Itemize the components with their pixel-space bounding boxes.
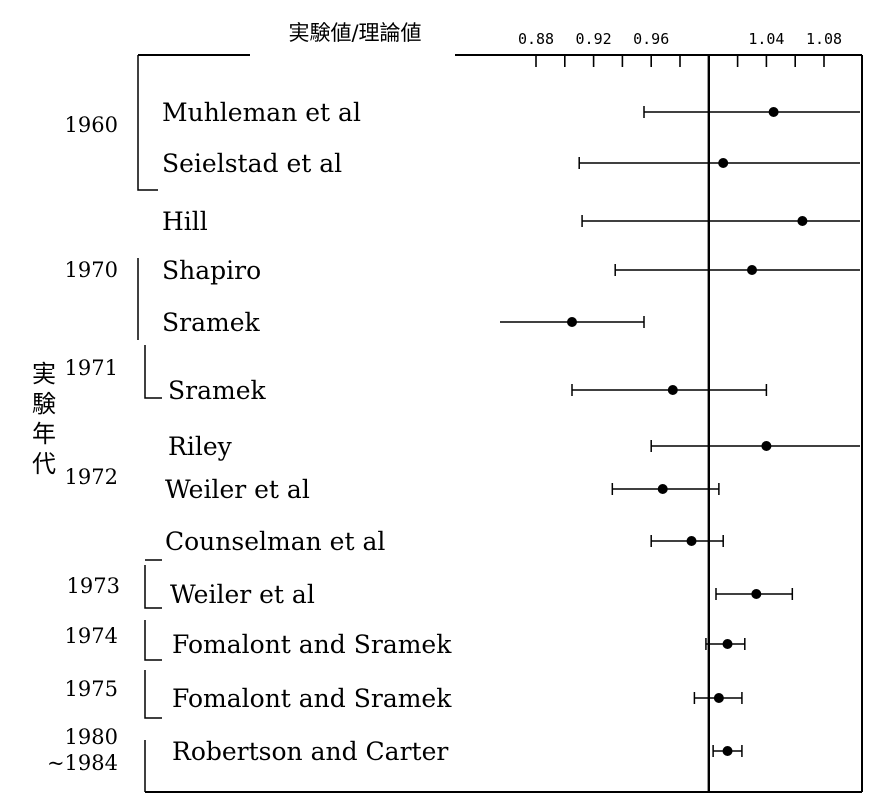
measurement-label: Riley [168, 432, 233, 461]
measurement-row: Weiler et al [170, 580, 794, 609]
measurement-row: Robertson and Carter [172, 737, 743, 766]
year-label: 1960 [65, 113, 118, 137]
year-bracket [137, 55, 158, 191]
measurement-row: Fomalont and Sramek [172, 630, 746, 659]
measurement-label: Seielstad et al [162, 149, 342, 178]
year-label: ~1984 [47, 751, 118, 775]
y-axis-label-char: 年 [32, 420, 56, 448]
x-axis: 0.88 0.92 0.96 1.04 1.08 [518, 30, 842, 67]
measurement-row: Sramek [168, 376, 768, 405]
measurement-row: Hill [162, 207, 860, 236]
year-label: 1974 [65, 624, 118, 648]
year-bracket [144, 670, 162, 719]
year-axis: 1960 1970 1971 1972 1973 1974 1975 1980~1984 [47, 55, 162, 792]
data-point [657, 484, 668, 494]
measurement-label: Weiler et al [170, 580, 315, 609]
measurement-label: Shapiro [162, 256, 261, 285]
measurement-row: Fomalont and Sramek [172, 684, 743, 713]
measurement-row: Muhleman et al [162, 98, 860, 127]
data-point [713, 693, 724, 703]
data-point [797, 216, 808, 226]
data-point [761, 441, 772, 451]
x-tick-label: 0.96 [633, 30, 669, 48]
measurement-rows: Muhleman et al Seielstad et al Hill Shapiro… [162, 98, 860, 766]
data-point [567, 317, 577, 327]
data-point [722, 746, 733, 756]
measurement-label: Robertson and Carter [172, 737, 448, 766]
chart-title: 実験値/理論値 [288, 21, 421, 45]
measurement-label: Fomalont and Sramek [172, 630, 452, 659]
measurement-label: Sramek [162, 308, 260, 337]
data-point [751, 589, 762, 599]
y-axis-label-char: 代 [32, 450, 56, 478]
year-label: 1975 [65, 677, 118, 701]
year-label: 1971 [65, 356, 118, 380]
data-point [718, 158, 729, 168]
year-bracket [144, 345, 162, 399]
x-tick-label: 1.04 [748, 30, 784, 48]
data-point [667, 385, 678, 395]
measurement-label: Fomalont and Sramek [172, 684, 452, 713]
measurement-row: Sramek [162, 308, 645, 337]
measurement-label: Weiler et al [165, 475, 310, 504]
data-point [768, 107, 779, 117]
chart-frame [138, 54, 863, 793]
x-tick-label: 1.08 [806, 30, 842, 48]
measurement-row: Seielstad et al [162, 149, 860, 178]
x-tick-label: 0.88 [518, 30, 554, 48]
y-axis-label-char: 実 [32, 360, 56, 388]
measurement-label: Sramek [168, 376, 266, 405]
year-label: 1973 [67, 574, 120, 598]
year-label: 1980 [65, 725, 118, 749]
year-label: 1972 [65, 465, 118, 489]
y-axis-label-char: 験 [32, 390, 56, 418]
measurement-label: Hill [162, 207, 208, 236]
measurement-label: Counselman et al [165, 527, 385, 556]
x-tick-label: 0.92 [576, 30, 612, 48]
measurement-row: Shapiro [162, 256, 860, 285]
year-bracket [144, 565, 162, 609]
measurement-row: Riley [168, 432, 860, 461]
data-point [686, 536, 697, 546]
year-label: 1970 [65, 258, 118, 282]
data-point [747, 265, 757, 275]
data-point [722, 639, 733, 649]
year-bracket [144, 620, 162, 661]
measurement-label: Muhleman et al [162, 98, 361, 127]
measurement-row: Weiler et al [165, 475, 720, 504]
measurement-row: Counselman et al [165, 527, 724, 556]
